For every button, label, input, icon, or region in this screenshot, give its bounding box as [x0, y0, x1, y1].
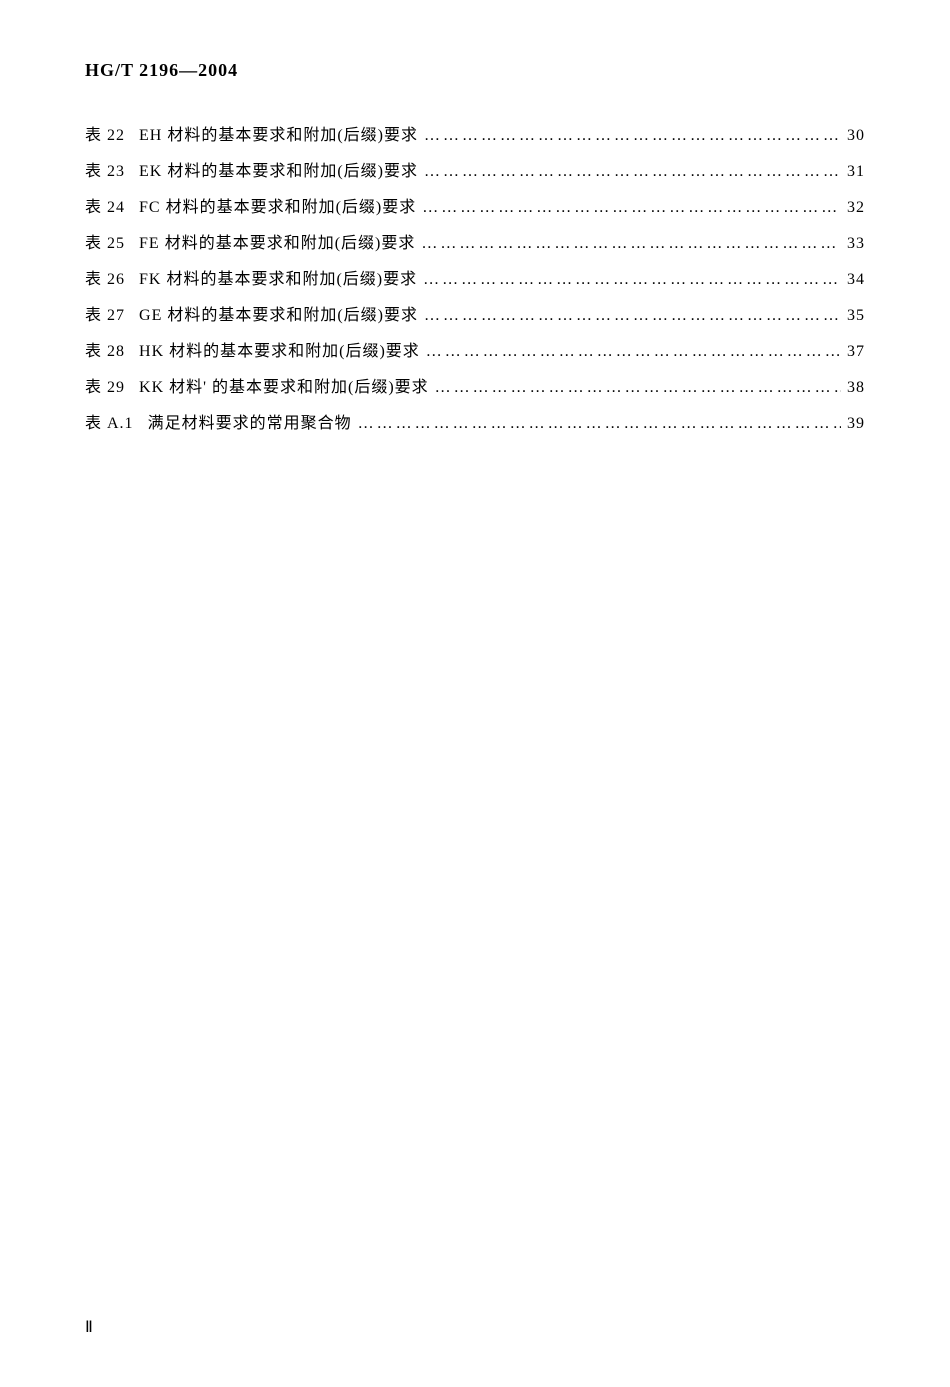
toc-leader-dots: ………………………………………………………………………… [424, 307, 841, 325]
toc-label: 表 23 [85, 157, 125, 181]
page-number-footer: Ⅱ [85, 1317, 93, 1337]
toc-entry: 表 23 EK 材料的基本要求和附加(后缀)要求 ………………………………………… [85, 157, 865, 181]
toc-page-number: 30 [847, 127, 865, 145]
toc-entry: 表 26 FK 材料的基本要求和附加(后缀)要求 ………………………………………… [85, 265, 865, 289]
toc-title: FC 材料的基本要求和附加(后缀)要求 [139, 193, 416, 217]
toc-title: GE 材料的基本要求和附加(后缀)要求 [139, 301, 418, 325]
toc-title: FK 材料的基本要求和附加(后缀)要求 [139, 265, 417, 289]
document-page: HG/T 2196—2004 表 22 EH 材料的基本要求和附加(后缀)要求 … [0, 0, 950, 1387]
toc-page-number: 31 [847, 163, 865, 181]
toc-page-number: 34 [847, 271, 865, 289]
toc-title: HK 材料的基本要求和附加(后缀)要求 [139, 337, 420, 361]
toc-title: EK 材料的基本要求和附加(后缀)要求 [139, 157, 418, 181]
toc-entry: 表 27 GE 材料的基本要求和附加(后缀)要求 ………………………………………… [85, 301, 865, 325]
toc-page-number: 35 [847, 307, 865, 325]
toc-label: 表 25 [85, 229, 125, 253]
toc-entry: 表 28 HK 材料的基本要求和附加(后缀)要求 ………………………………………… [85, 337, 865, 361]
toc-leader-dots: ………………………………………………………………………… [422, 199, 841, 217]
toc-label: 表 28 [85, 337, 125, 361]
toc-label: 表 29 [85, 373, 125, 397]
toc-page-number: 38 [847, 379, 865, 397]
toc-page-number: 32 [847, 199, 865, 217]
toc-leader-dots: ………………………………………………………………………… [358, 415, 841, 433]
toc-leader-dots: ………………………………………………………………………… [424, 163, 841, 181]
toc-entry: 表 24 FC 材料的基本要求和附加(后缀)要求 ………………………………………… [85, 193, 865, 217]
toc-title: KK 材料' 的基本要求和附加(后缀)要求 [139, 373, 429, 397]
toc-label: 表 A.1 [85, 409, 134, 433]
toc-page-number: 37 [847, 343, 865, 361]
standard-code-header: HG/T 2196—2004 [85, 60, 865, 81]
toc-page-number: 39 [847, 415, 865, 433]
toc-title: FE 材料的基本要求和附加(后缀)要求 [139, 229, 415, 253]
toc-label: 表 27 [85, 301, 125, 325]
toc-leader-dots: ………………………………………………………………………… [423, 271, 841, 289]
toc-entry: 表 A.1 满足材料要求的常用聚合物 ………………………………………………………… [85, 409, 865, 433]
toc-leader-dots: ………………………………………………………………………… [424, 127, 841, 145]
toc-title: EH 材料的基本要求和附加(后缀)要求 [139, 121, 418, 145]
table-of-contents: 表 22 EH 材料的基本要求和附加(后缀)要求 ………………………………………… [85, 121, 865, 433]
toc-leader-dots: ………………………………………………………………………… [421, 235, 841, 253]
toc-title: 满足材料要求的常用聚合物 [148, 409, 352, 433]
toc-label: 表 26 [85, 265, 125, 289]
toc-leader-dots: ………………………………………………………………………… [435, 379, 841, 397]
toc-page-number: 33 [847, 235, 865, 253]
toc-leader-dots: ………………………………………………………………………… [426, 343, 841, 361]
toc-entry: 表 22 EH 材料的基本要求和附加(后缀)要求 ………………………………………… [85, 121, 865, 145]
toc-label: 表 22 [85, 121, 125, 145]
toc-entry: 表 25 FE 材料的基本要求和附加(后缀)要求 ………………………………………… [85, 229, 865, 253]
toc-entry: 表 29 KK 材料' 的基本要求和附加(后缀)要求 …………………………………… [85, 373, 865, 397]
toc-label: 表 24 [85, 193, 125, 217]
